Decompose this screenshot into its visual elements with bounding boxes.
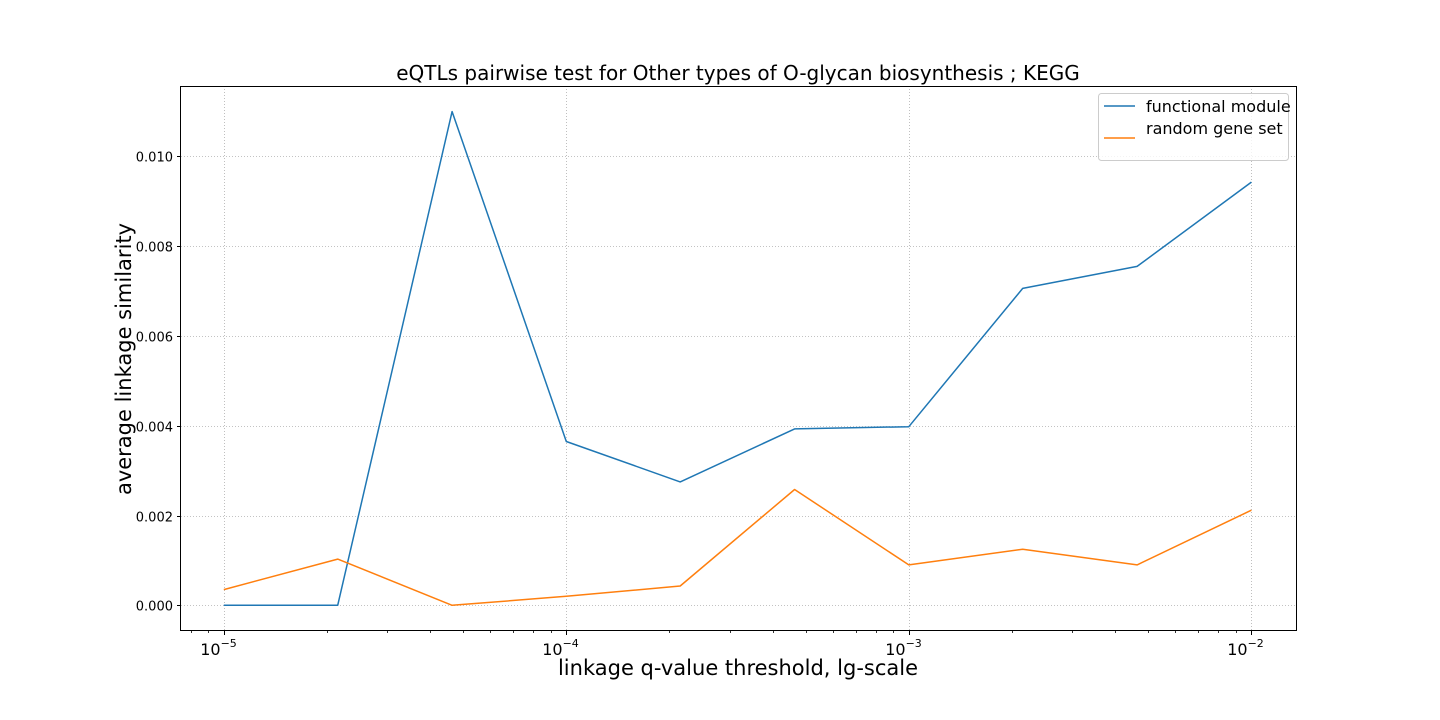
x-tick-label: 10−2 xyxy=(1227,637,1264,659)
y-tick-label: 0.006 xyxy=(136,331,173,346)
legend-box xyxy=(1098,93,1289,161)
chart-title: eQTLs pairwise test for Other types of O… xyxy=(396,61,1080,85)
legend: functional module random gene set xyxy=(1098,93,1291,161)
x-axis-label: linkage q-value threshold, lg-scale xyxy=(558,656,918,680)
series-lines xyxy=(223,110,1252,607)
y-tick-label: 0.000 xyxy=(136,600,173,615)
legend-label-functional-module: functional module xyxy=(1146,97,1291,116)
plot-frame xyxy=(180,86,1297,631)
x-axis-ticks: 10−5 10−4 10−3 10−2 xyxy=(191,630,1264,659)
series-line-random-gene-set xyxy=(223,488,1252,607)
series-line-functional-module xyxy=(223,110,1252,607)
y-axis-ticks: 0.000 0.002 0.004 0.006 0.008 0.010 xyxy=(136,151,181,615)
x-tick-label: 10−5 xyxy=(200,637,237,659)
legend-label-random-gene-set: random gene set xyxy=(1146,119,1283,138)
y-tick-label: 0.002 xyxy=(136,511,173,526)
grid-lines xyxy=(181,86,1296,630)
y-tick-label: 0.010 xyxy=(136,151,173,166)
y-tick-label: 0.008 xyxy=(136,241,173,256)
x-tick-label: 10−3 xyxy=(885,637,922,659)
y-axis-label: average linkage similarity xyxy=(112,223,136,495)
x-tick-label: 10−4 xyxy=(542,637,579,659)
y-tick-label: 0.004 xyxy=(136,421,173,436)
